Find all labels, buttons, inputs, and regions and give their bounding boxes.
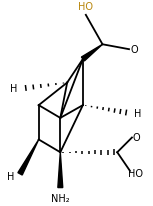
Polygon shape bbox=[58, 152, 63, 188]
Text: HO: HO bbox=[78, 2, 93, 12]
Text: HO: HO bbox=[128, 168, 143, 178]
Polygon shape bbox=[18, 140, 39, 175]
Text: O: O bbox=[132, 132, 140, 142]
Text: H: H bbox=[10, 84, 17, 94]
Polygon shape bbox=[81, 45, 103, 62]
Text: O: O bbox=[130, 45, 138, 55]
Text: H: H bbox=[134, 108, 141, 118]
Text: H: H bbox=[7, 171, 14, 181]
Text: NH₂: NH₂ bbox=[51, 193, 70, 204]
